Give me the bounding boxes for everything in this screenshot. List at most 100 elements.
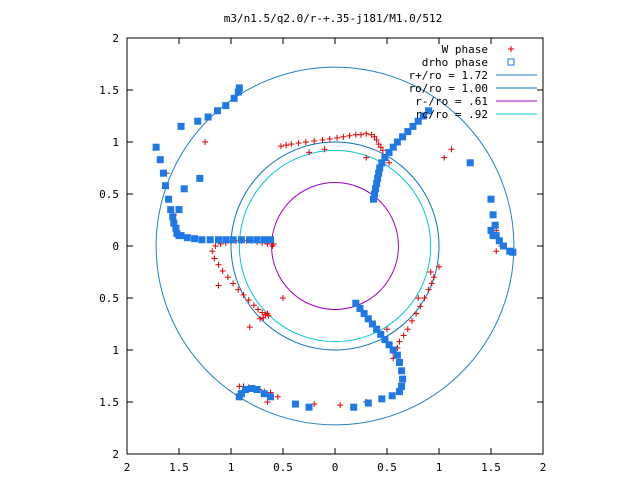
point-0-71 <box>306 149 312 156</box>
point-0-34 <box>311 137 318 144</box>
point-0-21 <box>245 297 252 304</box>
point-0-31 <box>288 141 295 148</box>
point-0-15 <box>215 261 222 268</box>
point-1-9 <box>215 236 223 244</box>
point-1-76 <box>364 399 372 407</box>
point-1-90 <box>180 185 188 193</box>
point-0-27 <box>260 314 267 321</box>
legend-symbol-1 <box>507 58 515 66</box>
legend-item-1: drho phase <box>422 56 515 69</box>
x-tick-label-8: 2 <box>540 461 547 474</box>
point-0-17 <box>224 274 231 281</box>
point-1-23 <box>152 143 160 151</box>
point-0-50 <box>427 269 434 275</box>
point-1-5 <box>183 234 191 242</box>
point-1-18 <box>167 206 175 214</box>
point-1-11 <box>229 236 237 244</box>
point-1-15 <box>260 236 268 244</box>
point-0-44 <box>371 133 378 140</box>
point-0-29 <box>277 143 284 150</box>
point-1-54 <box>368 320 376 328</box>
x-tick-label-1: 1.5 <box>169 461 189 474</box>
point-0-89 <box>202 139 208 145</box>
legend-label-0: W phase <box>442 43 488 56</box>
point-1-14 <box>253 236 261 244</box>
point-1-10 <box>222 236 230 244</box>
point-0-46 <box>375 141 382 148</box>
point-0-58 <box>404 326 411 333</box>
point-0-39 <box>346 132 353 139</box>
y-tick-label-0: 2 <box>112 448 119 461</box>
point-1-62 <box>398 367 406 375</box>
point-0-19 <box>235 286 242 293</box>
legend-label-1: drho phase <box>422 56 488 69</box>
point-1-7 <box>198 236 206 244</box>
point-0-20 <box>240 291 247 298</box>
axis-ticks: 2 1.5 1 0.5 0 0.5 1 1.5 221.510.500.511.52 <box>99 32 546 474</box>
point-1-57 <box>381 336 389 344</box>
x-tick-label-0: 2 <box>124 461 131 474</box>
point-1-84 <box>499 242 507 250</box>
point-1-24 <box>177 122 185 130</box>
point-1-26 <box>204 113 212 121</box>
point-0-90 <box>384 326 390 333</box>
series-1 <box>152 84 517 411</box>
point-0-56 <box>413 310 420 317</box>
x-tick-label-7: 1.5 <box>481 461 501 474</box>
point-1-65 <box>395 388 403 396</box>
y-tick-label-1: 1.5 <box>99 396 119 409</box>
point-0-59 <box>400 332 407 339</box>
point-1-83 <box>495 237 503 245</box>
point-1-43 <box>393 138 401 146</box>
legend-item-2: r+/ro = 1.72 <box>409 69 537 82</box>
point-1-44 <box>399 133 407 141</box>
circle-2 <box>271 182 399 310</box>
point-1-42 <box>389 143 397 151</box>
point-1-45 <box>404 128 412 136</box>
legend-label-3: ro/ro = 1.00 <box>409 82 488 95</box>
y-tick-label-7: 1.5 <box>99 84 119 97</box>
point-1-92 <box>175 206 183 214</box>
reference-circles <box>155 66 515 426</box>
point-1-47 <box>414 117 422 125</box>
point-1-48 <box>419 112 427 120</box>
point-0-40 <box>352 131 359 138</box>
circle-3 <box>238 149 432 343</box>
point-1-86 <box>509 248 517 256</box>
x-tick-label-4: 0 <box>332 461 339 474</box>
point-0-52 <box>428 280 435 287</box>
point-0-32 <box>295 140 302 147</box>
legend-item-0: W phase <box>442 43 514 56</box>
point-0-42 <box>363 130 370 137</box>
x-tick-label-2: 1 <box>228 461 235 474</box>
point-0-35 <box>319 136 326 143</box>
point-1-89 <box>466 159 474 167</box>
legend-item-3: ro/ro = 1.00 <box>409 82 537 95</box>
point-1-63 <box>399 375 407 383</box>
point-1-79 <box>487 195 495 203</box>
point-0-55 <box>417 303 424 310</box>
point-0-72 <box>321 146 328 153</box>
x-tick-label-6: 1 <box>436 461 443 474</box>
point-1-13 <box>246 236 254 244</box>
point-0-12 <box>212 243 219 249</box>
data-series <box>152 84 517 411</box>
point-0-54 <box>421 295 428 301</box>
point-1-75 <box>350 403 358 411</box>
point-0-81 <box>448 146 455 153</box>
point-0-41 <box>358 131 364 138</box>
x-tick-label-5: 0.5 <box>377 461 397 474</box>
point-0-92 <box>436 263 442 270</box>
circle-0 <box>155 66 515 426</box>
point-1-68 <box>242 386 250 394</box>
point-1-41 <box>385 148 393 156</box>
legend-item-4: r-/ro = .61 <box>415 95 537 108</box>
point-0-43 <box>368 131 375 138</box>
legend-label-2: r+/ro = 1.72 <box>409 69 488 82</box>
point-0-93 <box>274 393 281 400</box>
point-1-60 <box>393 351 401 359</box>
point-1-73 <box>291 400 299 408</box>
point-1-67 <box>237 390 245 398</box>
point-0-45 <box>373 136 380 143</box>
